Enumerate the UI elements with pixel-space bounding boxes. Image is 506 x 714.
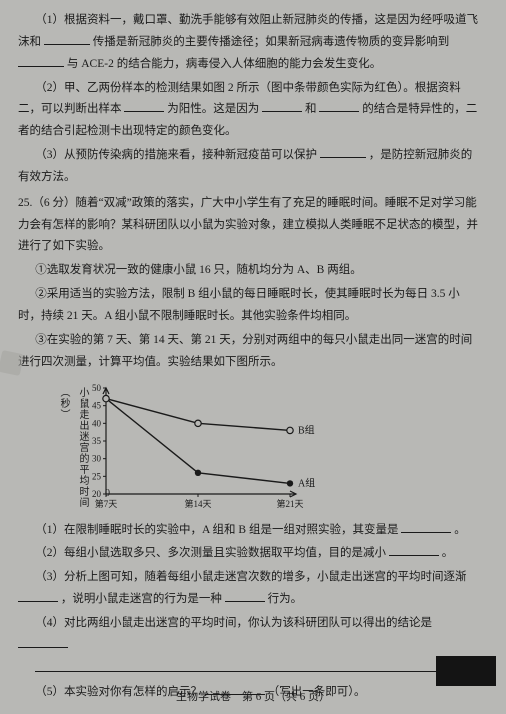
svg-text:第14天: 第14天 [184, 498, 211, 509]
black-corner-block [436, 656, 496, 686]
blank[interactable] [18, 54, 64, 67]
text: 。 [454, 524, 466, 536]
text: 为阳性。这是因为 [167, 103, 259, 115]
svg-text:第7天: 第7天 [95, 498, 118, 509]
y-axis-label: 小鼠走出迷宫的平均时间（秒） [54, 387, 92, 512]
paragraph: （2）甲、乙两份样本的检测结果如图 2 所示（图中条带颜色实际为红色）。根据资料… [18, 78, 478, 144]
blank[interactable] [44, 32, 90, 45]
svg-text:50: 50 [92, 383, 102, 393]
blank[interactable] [319, 100, 359, 113]
svg-text:20: 20 [92, 489, 102, 499]
text: 25.（6 分）随着“双减”政策的落实，广大中小学生有了充足的睡眠时间。睡眠不足… [18, 197, 478, 253]
blank[interactable] [320, 145, 366, 158]
svg-text:30: 30 [92, 453, 102, 463]
svg-text:A组: A组 [298, 476, 315, 489]
blank-line: 。 [18, 659, 478, 681]
text: 传播是新冠肺炎的主要传播途径；如果新冠病毒遗传物质的变异影响到 [93, 36, 450, 48]
page-footer: 生物学试卷 第 6 页（共 6 页） [0, 687, 506, 708]
svg-text:B组: B组 [298, 423, 315, 436]
blank[interactable] [401, 520, 451, 533]
blank[interactable] [389, 544, 439, 557]
blank[interactable] [18, 589, 58, 602]
blank[interactable] [225, 589, 265, 602]
sub-q1: （1）在限制睡眠时长的实验中，A 组和 B 组是一组对照实验，其变量是 。 [18, 520, 478, 542]
text: （3）从预防传染病的措施来看，接种新冠疫苗可以保护 [35, 149, 317, 161]
svg-text:0: 0 [105, 488, 110, 499]
svg-text:35: 35 [92, 436, 102, 446]
text: 行为。 [268, 593, 303, 605]
step-3: ③在实验的第 7 天、第 14 天、第 21 天，分别对两组中的每只小鼠走出同一… [18, 330, 478, 374]
text: ，说明小鼠走迷宫的行为是一种 [61, 593, 222, 605]
svg-text:25: 25 [92, 471, 102, 481]
paragraph: （3）从预防传染病的措施来看，接种新冠疫苗可以保护 ，是防控新冠肺炎的有效方法。 [18, 145, 478, 189]
svg-text:第21天: 第21天 [276, 498, 303, 509]
sub-q4: （4）对比两组小鼠走出迷宫的平均时间，你认为该科研团队可以得出的结论是 [18, 613, 478, 657]
blank[interactable] [262, 100, 302, 113]
text: 。 [442, 547, 454, 559]
line-chart: 小鼠走出迷宫的平均时间（秒） 504540353025200第7天第14天第21… [78, 382, 338, 512]
sub-q3: （3）分析上图可知，随着每组小鼠走迷宫次数的增多，小鼠走出迷宫的平均时间逐渐 ，… [18, 567, 478, 611]
text: ②采用适当的实验方法，限制 B 组小鼠的每日睡眠时长，使其睡眠时长为每日 3.5… [18, 288, 460, 322]
text: （3）分析上图可知，随着每组小鼠走迷宫次数的增多，小鼠走出迷宫的平均时间逐渐 [35, 571, 466, 583]
text: （1）在限制睡眠时长的实验中，A 组和 B 组是一组对照实验，其变量是 [35, 524, 398, 536]
text: 和 [305, 103, 317, 115]
paragraph: （1）根据资料一，戴口罩、勤洗手能够有效阻止新冠肺炎的传播，这是因为经呼吸道飞沫… [18, 10, 478, 76]
text: （4）对比两组小鼠走出迷宫的平均时间，你认为该科研团队可以得出的结论是 [35, 617, 432, 629]
text: ①选取发育状况一致的健康小鼠 16 只，随机均分为 A、B 两组。 [35, 264, 361, 276]
step-1: ①选取发育状况一致的健康小鼠 16 只，随机均分为 A、B 两组。 [18, 260, 478, 282]
question-25: 25.（6 分）随着“双减”政策的落实，广大中小学生有了充足的睡眠时间。睡眠不足… [18, 193, 478, 259]
svg-text:45: 45 [92, 400, 102, 410]
blank[interactable] [124, 100, 164, 113]
text: 与 ACE-2 的结合能力，病毒侵入人体细胞的能力会发生变化。 [67, 58, 381, 70]
blank[interactable] [35, 659, 455, 672]
text: ③在实验的第 7 天、第 14 天、第 21 天，分别对两组中的每只小鼠走出同一… [18, 334, 472, 368]
chart-svg: 50 45 40 35 30 25 200第7天 第14天 第21天 A组 B组 [78, 382, 338, 512]
step-2: ②采用适当的实验方法，限制 B 组小鼠的每日睡眠时长，使其睡眠时长为每日 3.5… [18, 284, 478, 328]
sub-q2: （2）每组小鼠选取多只、多次测量且实验数据取平均值，目的是减小 。 [18, 543, 478, 565]
blank[interactable] [18, 635, 68, 648]
svg-text:40: 40 [92, 418, 102, 428]
exam-page: （1）根据资料一，戴口罩、勤洗手能够有效阻止新冠肺炎的传播，这是因为经呼吸道飞沫… [0, 0, 506, 714]
text: （2）每组小鼠选取多只、多次测量且实验数据取平均值，目的是减小 [35, 547, 386, 559]
